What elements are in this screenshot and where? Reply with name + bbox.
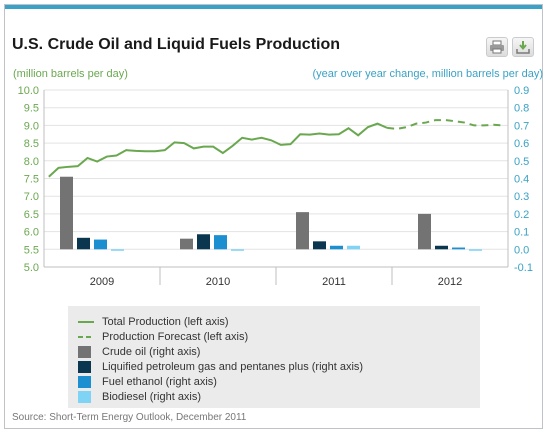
left-tick-label: 8.0 — [24, 156, 39, 168]
right-tick-label: 0.7 — [514, 120, 529, 132]
x-tick-label: 2012 — [438, 276, 462, 288]
bar-crude-2009 — [60, 176, 73, 250]
bar-biodiesel-2011 — [347, 245, 360, 250]
right-tick-label: 0.3 — [514, 191, 529, 203]
bar-ethanol-2012 — [452, 247, 465, 250]
legend-label: Liquified petroleum gas and pentanes plu… — [102, 361, 364, 373]
bar-lpg-2009 — [77, 237, 90, 250]
right-tick-label: 0.1 — [514, 227, 529, 239]
right-tick-label: 0.0 — [514, 244, 529, 256]
legend-label: Fuel ethanol (right axis) — [102, 376, 217, 388]
production-chart: 5.0 5.5 6.0 6.5 7.0 7.5 8.0 8.5 9.0 9.5 10.0 -0.1 0.… — [18, 85, 533, 288]
left-tick-label: 9.5 — [24, 103, 39, 115]
right-axis-label: (year over year change, million barrels … — [312, 68, 544, 80]
source-note: Source: Short-Term Energy Outlook, Decem… — [12, 412, 247, 423]
bar-lpg-2012 — [435, 245, 448, 250]
left-tick-label: 7.0 — [24, 191, 39, 203]
legend-label: Total Production (left axis) — [102, 316, 229, 328]
right-tick-label: 0.5 — [514, 156, 529, 168]
right-tick-label: 0.6 — [514, 138, 529, 150]
chart-legend: Total Production (left axis) Production F… — [68, 306, 480, 408]
download-icon — [516, 41, 530, 54]
panel-accent-bar — [5, 5, 542, 9]
legend-label: Biodiesel (right axis) — [102, 391, 202, 403]
x-tick-label: 2010 — [206, 276, 230, 288]
left-tick-label: 7.5 — [24, 174, 39, 186]
left-tick-label: 6.5 — [24, 209, 39, 221]
bar-lpg-2011 — [313, 241, 326, 250]
bar-ethanol-2010 — [214, 235, 227, 250]
legend-swatch — [78, 376, 91, 388]
legend-swatch — [78, 361, 91, 373]
legend-swatch — [78, 346, 91, 358]
legend-label: Production Forecast (left axis) — [102, 331, 249, 343]
right-tick-label: -0.1 — [514, 262, 533, 274]
bar-biodiesel-2012 — [469, 249, 482, 251]
bar-ethanol-2009 — [94, 239, 107, 250]
legend-swatch — [78, 321, 94, 323]
bar-biodiesel-2010 — [231, 249, 244, 251]
right-tick-label: 0.2 — [514, 209, 529, 221]
left-tick-label: 9.0 — [24, 120, 39, 132]
bar-lpg-2010 — [197, 234, 210, 250]
right-tick-label: 0.8 — [514, 103, 529, 115]
total-production-line — [48, 122, 388, 178]
legend-swatch — [78, 336, 94, 338]
left-tick-label: 5.5 — [24, 244, 39, 256]
bar-crude-2010 — [180, 238, 193, 250]
left-axis-label: (million barrels per day) — [13, 68, 128, 80]
x-tick-label: 2011 — [322, 276, 346, 288]
forecast-line — [387, 119, 504, 130]
left-tick-label: 5.0 — [24, 262, 39, 274]
bar-crude-2012 — [418, 213, 431, 250]
download-button[interactable] — [512, 37, 534, 57]
left-tick-label: 8.5 — [24, 138, 39, 150]
right-tick-label: 0.9 — [514, 85, 529, 97]
right-tick-label: 0.4 — [514, 174, 529, 186]
left-tick-label: 6.0 — [24, 227, 39, 239]
bar-biodiesel-2009 — [111, 249, 124, 251]
bar-crude-2011 — [296, 212, 309, 250]
legend-label: Crude oil (right axis) — [102, 346, 201, 358]
legend-swatch — [78, 391, 91, 403]
bar-ethanol-2011 — [330, 245, 343, 250]
printer-icon — [490, 40, 504, 54]
left-tick-label: 10.0 — [18, 85, 39, 97]
page-title: U.S. Crude Oil and Liquid Fuels Producti… — [12, 36, 341, 53]
print-button[interactable] — [486, 37, 508, 57]
x-tick-label: 2009 — [90, 276, 114, 288]
